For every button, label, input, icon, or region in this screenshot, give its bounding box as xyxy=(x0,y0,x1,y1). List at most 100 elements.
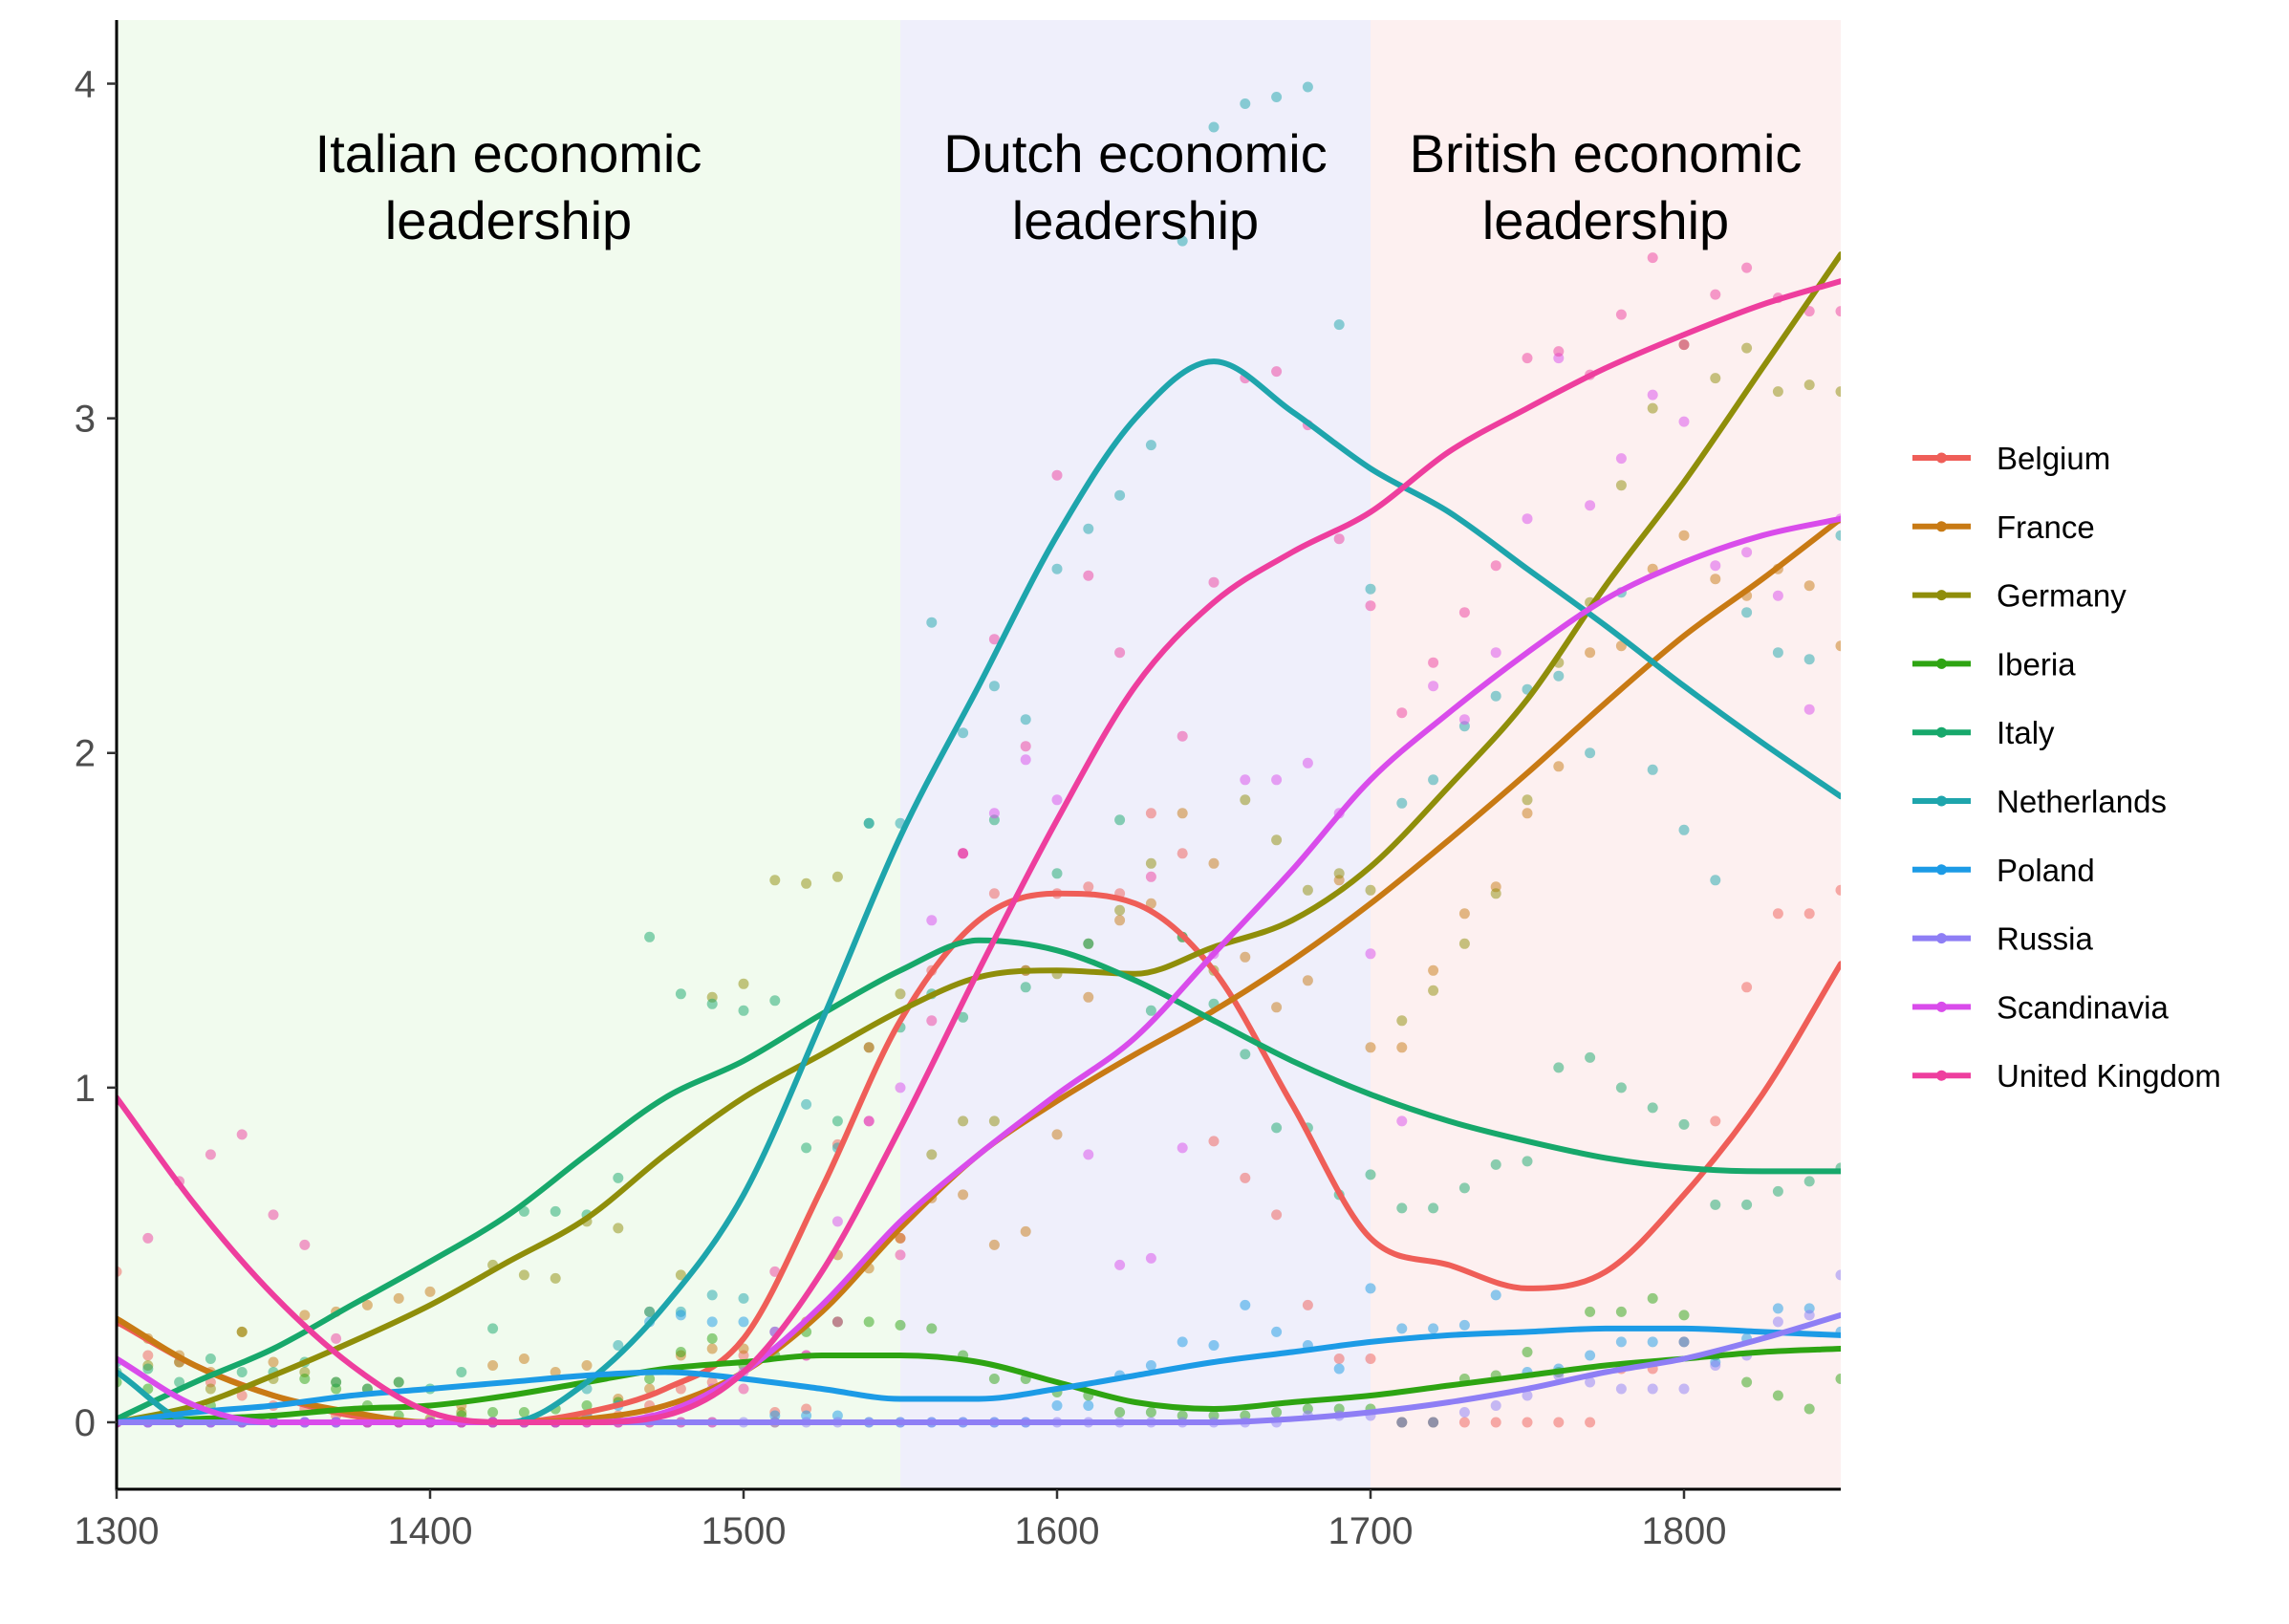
point-iberia-1360 xyxy=(299,1374,311,1384)
legend-label-belgium: Belgium xyxy=(1997,441,2110,476)
point-belgium-1770 xyxy=(1585,1417,1596,1428)
legend-label-france: France xyxy=(1997,509,2095,545)
point-france-1810 xyxy=(1710,574,1721,585)
point-netherlands-1590 xyxy=(1020,714,1031,725)
point-italy-1530 xyxy=(831,1115,843,1127)
x-tick-label-1800: 1800 xyxy=(1642,1510,1727,1552)
point-belgium-1610 xyxy=(1083,881,1094,893)
point-italy-1830 xyxy=(1772,1185,1783,1197)
point-united-kingdom-1350 xyxy=(268,1209,279,1221)
point-france-1400 xyxy=(424,1286,436,1297)
point-poland-1500 xyxy=(738,1316,749,1328)
point-russia-1740 xyxy=(1490,1400,1501,1411)
x-tick-label-1600: 1600 xyxy=(1015,1510,1100,1552)
point-united-kingdom-1740 xyxy=(1490,560,1501,572)
axes: 1300 1400 1500 1600 1700 1800 0 1 2 3 4 xyxy=(75,20,1841,1552)
point-france-1710 xyxy=(1396,1042,1408,1053)
point-france-1420 xyxy=(487,1360,499,1371)
legend-item-france: France xyxy=(1912,509,2095,545)
point-netherlands-1790 xyxy=(1647,764,1658,775)
point-russia-1810 xyxy=(1710,1360,1721,1371)
point-scandinavia-1840 xyxy=(1803,704,1815,715)
point-poland-1640 xyxy=(1177,1336,1188,1348)
y-tick-label-3: 3 xyxy=(75,399,96,441)
region-british-economic xyxy=(1371,20,1841,1489)
point-iberia-1770 xyxy=(1585,1306,1596,1317)
point-italy-1750 xyxy=(1522,1156,1533,1167)
legend-key-point-italy xyxy=(1936,726,1947,738)
legend-label-united-kingdom: United Kingdom xyxy=(1997,1058,2221,1093)
leadership-regions xyxy=(117,20,1841,1489)
point-poland-1770 xyxy=(1585,1350,1596,1361)
point-italy-1820 xyxy=(1741,1199,1753,1210)
point-france-1770 xyxy=(1585,647,1596,659)
point-poland-1670 xyxy=(1271,1326,1283,1337)
legend-item-germany: Germany xyxy=(1912,578,2127,614)
point-france-1610 xyxy=(1083,991,1094,1003)
point-iberia-1780 xyxy=(1615,1306,1627,1317)
legend-key-point-germany xyxy=(1936,590,1947,601)
region-label-dutch-economic-line-2: leadership xyxy=(1012,190,1259,250)
point-iberia-1620 xyxy=(1114,1407,1126,1418)
point-germany-1720 xyxy=(1428,985,1439,996)
point-iberia-1560 xyxy=(926,1323,938,1334)
point-belgium-1680 xyxy=(1302,1299,1313,1310)
legend: Belgium France Germany Iberia Italy Netherlan… xyxy=(1912,441,2221,1093)
point-germany-1520 xyxy=(801,877,812,889)
point-france-1640 xyxy=(1177,808,1188,819)
point-united-kingdom-1540 xyxy=(863,1115,875,1127)
point-italy-1800 xyxy=(1678,1118,1690,1130)
point-germany-1740 xyxy=(1490,888,1501,899)
point-netherlands-1470 xyxy=(644,1306,656,1317)
point-scandinavia-1620 xyxy=(1114,1259,1126,1270)
point-russia-1840 xyxy=(1803,1310,1815,1321)
point-netherlands-1630 xyxy=(1145,440,1156,451)
point-germany-1810 xyxy=(1710,373,1721,384)
point-netherlands-1490 xyxy=(706,1289,718,1301)
point-germany-1620 xyxy=(1114,904,1126,916)
point-iberia-1470 xyxy=(644,1374,656,1384)
point-italy-1390 xyxy=(393,1376,404,1388)
point-united-kingdom-1810 xyxy=(1710,289,1721,300)
point-italy-1510 xyxy=(769,995,781,1007)
point-scandinavia-1750 xyxy=(1522,513,1533,525)
point-italy-1490 xyxy=(706,998,718,1009)
point-netherlands-1770 xyxy=(1585,747,1596,759)
point-belgium-1730 xyxy=(1458,1417,1470,1428)
point-poland-1480 xyxy=(675,1310,686,1321)
point-belgium-1740 xyxy=(1490,1417,1501,1428)
line-germany xyxy=(117,251,1841,1425)
point-belgium-1640 xyxy=(1177,848,1188,859)
legend-key-point-united-kingdom xyxy=(1936,1070,1947,1081)
point-france-1350 xyxy=(268,1356,279,1368)
point-poland-1630 xyxy=(1145,1360,1156,1371)
point-germany-1850 xyxy=(1835,386,1841,398)
point-iberia-1830 xyxy=(1772,1390,1783,1401)
point-france-1730 xyxy=(1458,908,1470,920)
point-netherlands-1740 xyxy=(1490,690,1501,702)
point-germany-1440 xyxy=(550,1272,561,1284)
point-united-kingdom-1620 xyxy=(1114,647,1126,659)
legend-label-poland: Poland xyxy=(1997,853,2095,888)
point-italy-1810 xyxy=(1710,1199,1721,1210)
point-italy-1340 xyxy=(236,1367,248,1377)
point-poland-1490 xyxy=(706,1316,718,1328)
point-france-1600 xyxy=(1051,1129,1063,1140)
point-scandinavia-1550 xyxy=(895,1082,906,1093)
point-iberia-1580 xyxy=(988,1374,1000,1384)
legend-label-germany: Germany xyxy=(1997,578,2127,614)
point-russia-1790 xyxy=(1647,1383,1658,1395)
point-germany-1730 xyxy=(1458,938,1470,949)
point-italy-1840 xyxy=(1803,1176,1815,1187)
point-united-kingdom-1590 xyxy=(1020,741,1031,752)
point-france-1440 xyxy=(550,1367,561,1377)
point-russia-1830 xyxy=(1772,1316,1783,1328)
point-france-1840 xyxy=(1803,580,1815,592)
point-scandinavia-1660 xyxy=(1240,774,1251,786)
legend-label-russia: Russia xyxy=(1997,921,2094,957)
point-scandinavia-1670 xyxy=(1271,774,1283,786)
point-scandinavia-1710 xyxy=(1396,1115,1408,1127)
point-italy-1410 xyxy=(456,1367,467,1377)
smoothed-lines xyxy=(117,251,1841,1426)
legend-label-italy: Italy xyxy=(1997,715,2055,750)
